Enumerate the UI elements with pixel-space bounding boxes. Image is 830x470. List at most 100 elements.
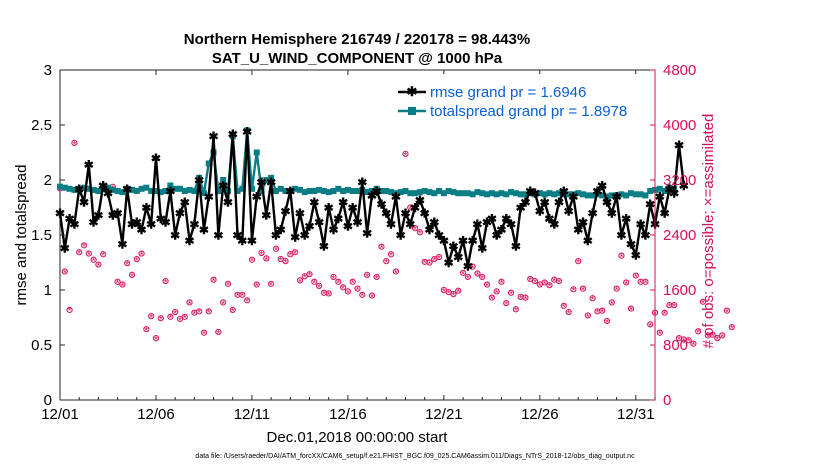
totalspread-point [397, 189, 404, 196]
rmse-point: ✱ [640, 229, 650, 243]
obs-assimilated-marker: * [711, 332, 715, 343]
obs-possible-marker [575, 258, 582, 265]
totalspread-point [253, 149, 260, 156]
rmse-point: ✱ [165, 185, 175, 199]
obs-assimilated-marker: * [63, 268, 67, 279]
chart-title: Northern Hemisphere 216749 / 220178 = 98… [184, 31, 530, 48]
obs-assimilated-marker: * [730, 324, 734, 335]
totalspread-point [618, 191, 625, 198]
obs-assimilated-marker: * [255, 281, 259, 292]
obs-assimilated-marker: * [552, 277, 556, 288]
obs-assimilated-marker: * [202, 330, 206, 341]
obs-assimilated-marker: * [322, 290, 326, 301]
obs-assimilated-marker: * [624, 279, 628, 290]
obs-possible-marker [162, 277, 169, 285]
obs-possible-marker [148, 313, 155, 320]
obs-assimilated-marker: * [140, 250, 144, 261]
obs-possible-marker [344, 288, 352, 295]
obs-assimilated-marker: * [663, 310, 667, 321]
rmse-point: ✱ [434, 229, 444, 243]
totalspread-point [512, 190, 519, 197]
obs-assimilated-marker: * [101, 251, 105, 262]
obs-assimilated-marker: * [221, 299, 225, 310]
obs-assimilated-marker: * [533, 278, 537, 289]
rmse-point: ✱ [626, 237, 636, 251]
obs-assimilated-marker: * [687, 337, 691, 348]
totalspread-point [181, 188, 188, 194]
totalspread-point [296, 186, 303, 193]
obs-possible-marker [642, 278, 649, 285]
totalspread-point [157, 189, 164, 196]
obs-possible-marker [157, 315, 164, 322]
totalspread-point [402, 188, 409, 194]
rmse-series: ✱✱✱✱✱✱✱✱✱✱✱✱✱✱✱✱✱✱✱✱✱✱✱✱✱✱✱✱✱✱✱✱✱✱✱✱✱✱✱✱… [55, 125, 689, 273]
totalspread-point [277, 185, 284, 192]
rmse-point: ✱ [372, 185, 382, 199]
rmse-point: ✱ [597, 179, 607, 193]
rmse-point: ✱ [108, 209, 118, 223]
obs-assimilated-marker: * [610, 299, 614, 310]
obs-assimilated-marker: * [528, 276, 532, 287]
totalspread-point [613, 192, 620, 199]
obs-assimilated-marker: * [514, 306, 518, 317]
obs-assimilated-marker: * [428, 259, 432, 270]
obs-assimilated-marker: * [360, 292, 364, 303]
totalspread-point [104, 184, 111, 191]
totalspread-point [162, 188, 169, 194]
obs-possible-marker [263, 255, 270, 262]
rmse-point: ✱ [612, 190, 622, 204]
totalspread-point [306, 188, 313, 194]
obs-assimilated-marker: * [629, 305, 633, 316]
obs-possible-marker [589, 295, 596, 302]
rmse-point: ✱ [376, 198, 386, 212]
obs-possible-marker [306, 271, 313, 278]
rmse-point: ✱ [185, 234, 195, 248]
totalspread-point [565, 191, 572, 198]
rmse-point: ✱ [199, 223, 209, 237]
y2-tick-label: 3200 [663, 172, 696, 189]
totalspread-point [378, 188, 385, 194]
totalspread-point [546, 190, 553, 197]
rmse-point: ✱ [578, 215, 588, 229]
obs-assimilated-marker: * [365, 272, 369, 283]
obs-possible-marker [488, 294, 495, 301]
obs-assimilated-marker: * [581, 286, 585, 297]
obs-assimilated-marker: * [691, 341, 695, 352]
obs-possible-marker [435, 253, 443, 261]
obs-possible-marker [565, 308, 572, 316]
rmse-point: ✱ [65, 212, 75, 226]
rmse-point: ✱ [352, 215, 362, 229]
obs-possible-marker [493, 288, 500, 295]
obs-assimilated-marker: * [77, 249, 81, 260]
obs-possible-marker [325, 290, 332, 297]
obs-assimilated-marker: * [571, 286, 575, 297]
rmse-point: ✱ [544, 212, 554, 226]
rmse-point: ✱ [271, 229, 281, 243]
rmse-point: ✱ [194, 174, 204, 188]
rmse-point: ✱ [540, 196, 550, 210]
obs-assimilated-marker: * [437, 254, 441, 265]
obs-assimilated-marker: * [543, 279, 547, 290]
rmse-point: ✱ [549, 218, 559, 232]
rmse-point: ✱ [266, 176, 276, 190]
rmse-point: ✱ [343, 220, 353, 234]
rmse-point: ✱ [367, 189, 377, 203]
obs-assimilated-marker: * [346, 288, 350, 299]
y2-tick-label: 0 [663, 392, 671, 409]
obs-assimilated-marker: * [149, 313, 153, 324]
totalspread-point [268, 174, 275, 181]
y-tick-label: 1 [44, 282, 52, 299]
rmse-point: ✱ [448, 240, 458, 254]
rmse-point: ✱ [429, 215, 439, 229]
obs-possible-marker [387, 251, 395, 258]
rmse-point: ✱ [444, 256, 454, 270]
obs-possible-marker [152, 335, 160, 342]
y-tick-label: 2.5 [31, 117, 52, 134]
obs-assimilated-marker: * [634, 272, 638, 283]
totalspread-point [335, 185, 342, 192]
rmse-point: ✱ [324, 201, 334, 215]
rmse-point: ✱ [592, 185, 602, 199]
obs-assimilated-marker: * [499, 279, 503, 290]
obs-assimilated-marker: * [591, 295, 595, 306]
rmse-point: ✱ [237, 234, 247, 248]
